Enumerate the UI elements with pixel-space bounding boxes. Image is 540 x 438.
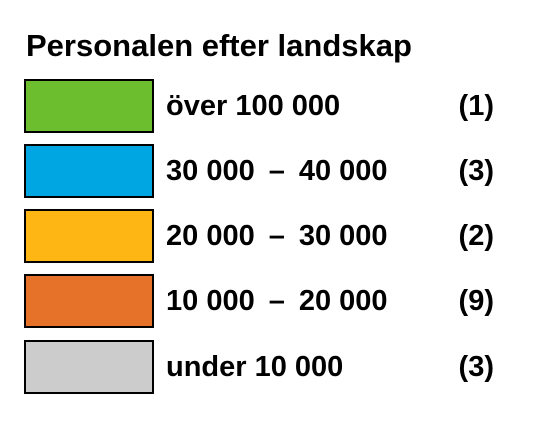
legend-item: 30 000–40 000 (3) [24, 144, 504, 200]
legend-range-label: under 10 000 [166, 351, 344, 383]
legend-item-count: (1) [458, 90, 494, 122]
legend-item-label: över 100 000 [166, 89, 340, 123]
legend-item-count: (9) [458, 285, 494, 317]
legend-range-separator: – [268, 220, 285, 252]
legend-item: 10 000–20 000 (9) [24, 274, 504, 330]
legend-item: 20 000–30 000 (2) [24, 209, 504, 265]
legend-range-to: 30 000 [298, 220, 388, 252]
legend-range-separator: – [268, 155, 285, 187]
legend-item: över 100 000 (1) [24, 79, 504, 135]
legend-swatch-yellow [24, 209, 154, 263]
legend-swatch-gray [24, 340, 154, 394]
legend-item: under 10 000 (3) [24, 340, 504, 396]
legend-item-count: (2) [458, 220, 494, 252]
legend-range-from: 20 000 [166, 220, 255, 252]
legend-item-count: (3) [458, 351, 494, 383]
legend-range-separator: – [268, 285, 285, 317]
legend-swatch-blue [24, 144, 154, 198]
legend-item-label: under 10 000 [166, 350, 343, 384]
legend-item-label: 20 000–30 000 [166, 219, 388, 253]
legend-swatch-orange [24, 274, 154, 328]
legend-range-from: 30 000 [166, 155, 255, 187]
legend-range-to: 40 000 [298, 155, 388, 187]
legend-item-label: 30 000–40 000 [166, 154, 388, 188]
legend-range-from: 10 000 [166, 285, 255, 317]
legend-item-count: (3) [458, 155, 494, 187]
legend-range-to: 20 000 [298, 285, 388, 317]
legend-title: Personalen efter landskap [26, 28, 412, 63]
legend-item-label: 10 000–20 000 [166, 284, 388, 318]
legend-range-label: över 100 000 [166, 90, 341, 122]
legend-swatch-green [24, 79, 154, 133]
